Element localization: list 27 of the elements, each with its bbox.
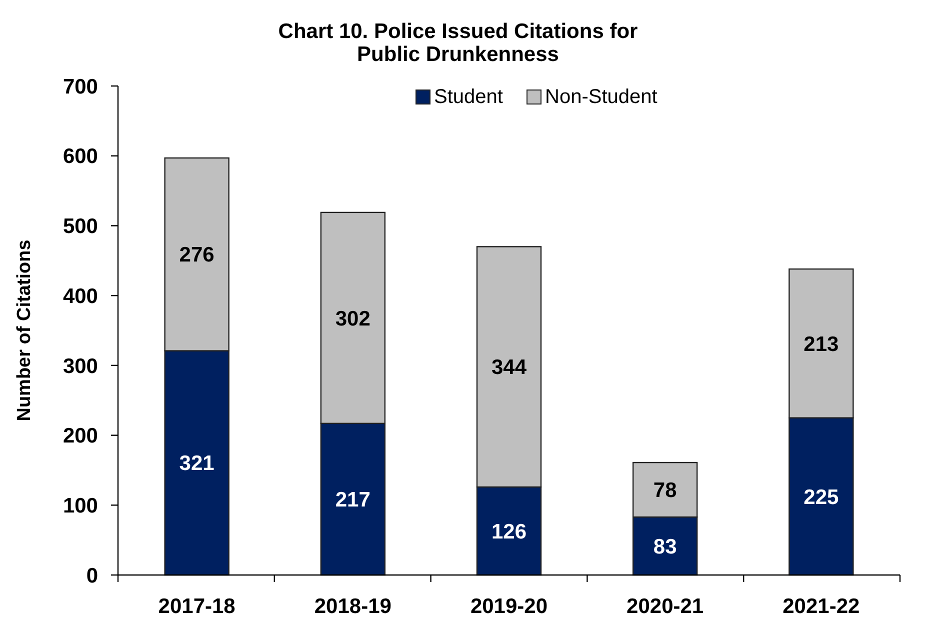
y-tick-label: 0	[86, 564, 98, 588]
chart-title: Chart 10. Police Issued Citations for Public Drunkenness	[278, 20, 638, 66]
y-tick-label: 200	[62, 424, 98, 448]
data-label: 302	[335, 307, 370, 330]
data-label: 217	[335, 488, 370, 512]
y-tick-label: 400	[62, 284, 98, 308]
data-label: 126	[491, 520, 527, 544]
legend-label: Student	[434, 86, 504, 108]
y-tick-label: 100	[62, 494, 98, 518]
x-tick-label: 2021-22	[782, 595, 860, 618]
y-tick-label: 600	[62, 145, 98, 168]
x-tick-label: 2018-19	[314, 595, 392, 618]
data-label: 78	[653, 479, 678, 502]
data-label: 344	[491, 356, 527, 380]
y-tick-label: 300	[62, 354, 98, 378]
y-tick-label: 500	[62, 215, 98, 238]
y-axis-title: Number of Citations	[14, 240, 35, 422]
data-label: 83	[653, 535, 677, 558]
data-label: 276	[179, 244, 214, 267]
x-tick-label: 2019-20	[470, 595, 548, 618]
data-label: 213	[804, 332, 839, 356]
x-tick-label: 2020-21	[626, 595, 704, 618]
data-label: 321	[179, 452, 215, 476]
y-tick-label: 700	[62, 75, 98, 98]
x-tick-label: 2017-18	[158, 595, 236, 618]
legend-label: Non-Student	[545, 86, 658, 108]
data-label: 225	[804, 486, 840, 509]
